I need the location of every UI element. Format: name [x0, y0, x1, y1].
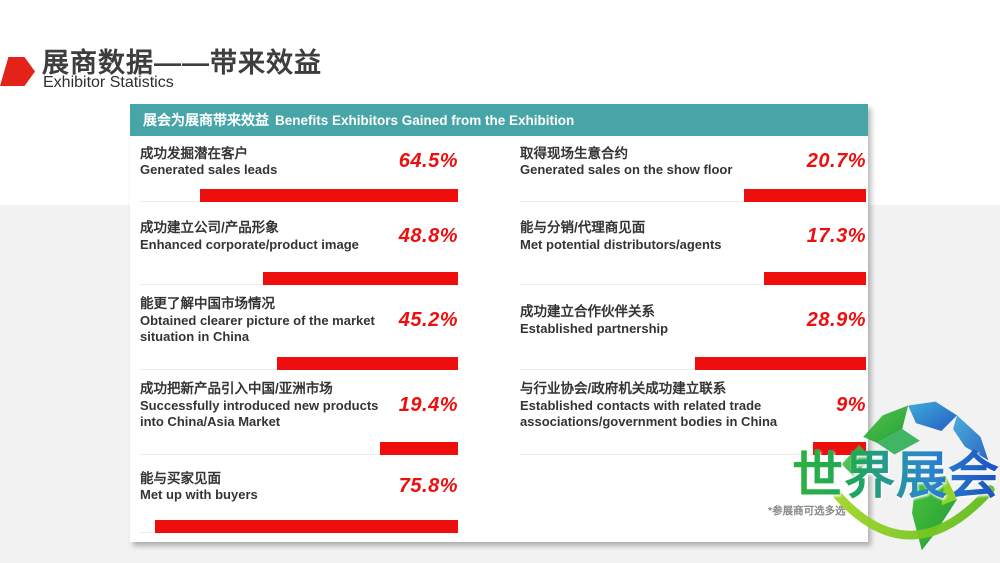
benefit-value: 45.2% — [398, 308, 458, 331]
title-arrow-icon — [0, 57, 35, 86]
page-title: 展商数据——带来效益 — [42, 48, 322, 78]
benefit-labels: 成功发掘潜在客户 Generated sales leads — [140, 145, 393, 178]
footnote: *参展商可选多选 — [768, 505, 846, 517]
benefit-bar — [380, 442, 458, 455]
benefit-label-en: Generated sales on the show floor — [520, 162, 733, 178]
benefit-label-en: Successfully introduced new products int… — [140, 397, 379, 429]
benefit-label-en: Established partnership — [520, 320, 669, 336]
benefit-row: 成功发掘潜在客户 Generated sales leads 64.5% — [140, 136, 458, 202]
benefit-labels: 取得现场生意合约 Generated sales on the show flo… — [520, 145, 801, 178]
benefit-bar — [200, 189, 458, 202]
benefit-row: 取得现场生意合约 Generated sales on the show flo… — [520, 136, 866, 202]
benefit-value: 48.8% — [398, 224, 458, 247]
benefit-bar — [744, 189, 866, 202]
benefit-value: 17.3% — [806, 224, 866, 247]
benefit-label-zh: 能与买家见面 — [140, 470, 221, 486]
benefit-row: 与行业协会/政府机关成功建立联系 Established contacts wi… — [520, 370, 866, 455]
benefit-labels: 成功把新产品引入中国/亚洲市场 Successfully introduced … — [140, 380, 393, 429]
benefit-labels: 能与分销/代理商见面 Met potential distributors/ag… — [520, 219, 801, 252]
benefit-bar — [155, 520, 458, 533]
benefit-label-en: Established contacts with related trade … — [520, 397, 778, 429]
benefit-labels: 成功建立合作伙伴关系 Established partnership — [520, 303, 801, 336]
row-separator — [520, 284, 866, 285]
benefit-value: 64.5% — [398, 150, 458, 172]
benefit-bar — [813, 442, 866, 455]
row-separator — [140, 454, 458, 455]
panel-header-zh: 展会为展商带来效益 — [143, 112, 269, 128]
benefit-label-zh: 成功建立公司/产品形象 — [140, 220, 279, 236]
benefit-bar — [263, 272, 458, 285]
benefit-row: 成功建立合作伙伴关系 Established partnership 28.9% — [520, 285, 866, 370]
benefit-label-zh: 能更了解中国市场情况 — [140, 296, 275, 312]
benefit-value: 9% — [836, 393, 866, 416]
benefit-label-en: Obtained clearer picture of the market s… — [140, 312, 375, 344]
stats-panel: 展会为展商带来效益 Benefits Exhibitors Gained fro… — [130, 104, 868, 542]
benefit-row: 能更了解中国市场情况 Obtained clearer picture of t… — [140, 285, 458, 370]
panel-header: 展会为展商带来效益 Benefits Exhibitors Gained fro… — [130, 104, 868, 136]
row-separator — [520, 369, 866, 370]
panel-header-en: Benefits Exhibitors Gained from the Exhi… — [275, 112, 575, 128]
benefit-value: 75.8% — [398, 475, 458, 497]
benefit-label-zh: 成功建立合作伙伴关系 — [520, 304, 655, 320]
benefit-bar — [695, 357, 866, 370]
benefit-value: 28.9% — [806, 308, 866, 331]
benefit-label-zh: 成功把新产品引入中国/亚洲市场 — [140, 381, 333, 397]
benefits-column-left: 成功发掘潜在客户 Generated sales leads 64.5% 成功建… — [140, 136, 458, 533]
benefit-value: 19.4% — [398, 393, 458, 416]
benefit-label-en: Enhanced corporate/product image — [140, 236, 359, 252]
benefit-value: 20.7% — [806, 150, 866, 172]
benefit-labels: 能更了解中国市场情况 Obtained clearer picture of t… — [140, 295, 393, 344]
benefit-label-en: Generated sales leads — [140, 162, 278, 178]
benefit-label-en: Met potential distributors/agents — [520, 236, 722, 252]
row-separator — [520, 454, 866, 455]
row-separator — [520, 201, 866, 202]
benefits-column-right: 取得现场生意合约 Generated sales on the show flo… — [520, 136, 866, 455]
benefit-label-en: Met up with buyers — [140, 487, 258, 503]
benefit-row: 成功建立公司/产品形象 Enhanced corporate/product i… — [140, 202, 458, 285]
benefit-labels: 与行业协会/政府机关成功建立联系 Established contacts wi… — [520, 380, 830, 429]
page-subtitle: Exhibitor Statistics — [43, 74, 174, 91]
benefit-row: 成功把新产品引入中国/亚洲市场 Successfully introduced … — [140, 370, 458, 455]
benefit-label-zh: 成功发掘潜在客户 — [140, 145, 248, 161]
benefit-row: 能与买家见面 Met up with buyers 75.8% — [140, 455, 458, 533]
benefit-bar — [277, 357, 458, 370]
benefit-labels: 能与买家见面 Met up with buyers — [140, 470, 393, 503]
benefit-row: 能与分销/代理商见面 Met potential distributors/ag… — [520, 202, 866, 285]
benefit-labels: 成功建立公司/产品形象 Enhanced corporate/product i… — [140, 219, 393, 252]
benefit-label-zh: 取得现场生意合约 — [520, 145, 628, 161]
benefit-bar — [764, 272, 866, 285]
benefit-label-zh: 与行业协会/政府机关成功建立联系 — [520, 381, 727, 397]
benefit-label-zh: 能与分销/代理商见面 — [520, 220, 646, 236]
